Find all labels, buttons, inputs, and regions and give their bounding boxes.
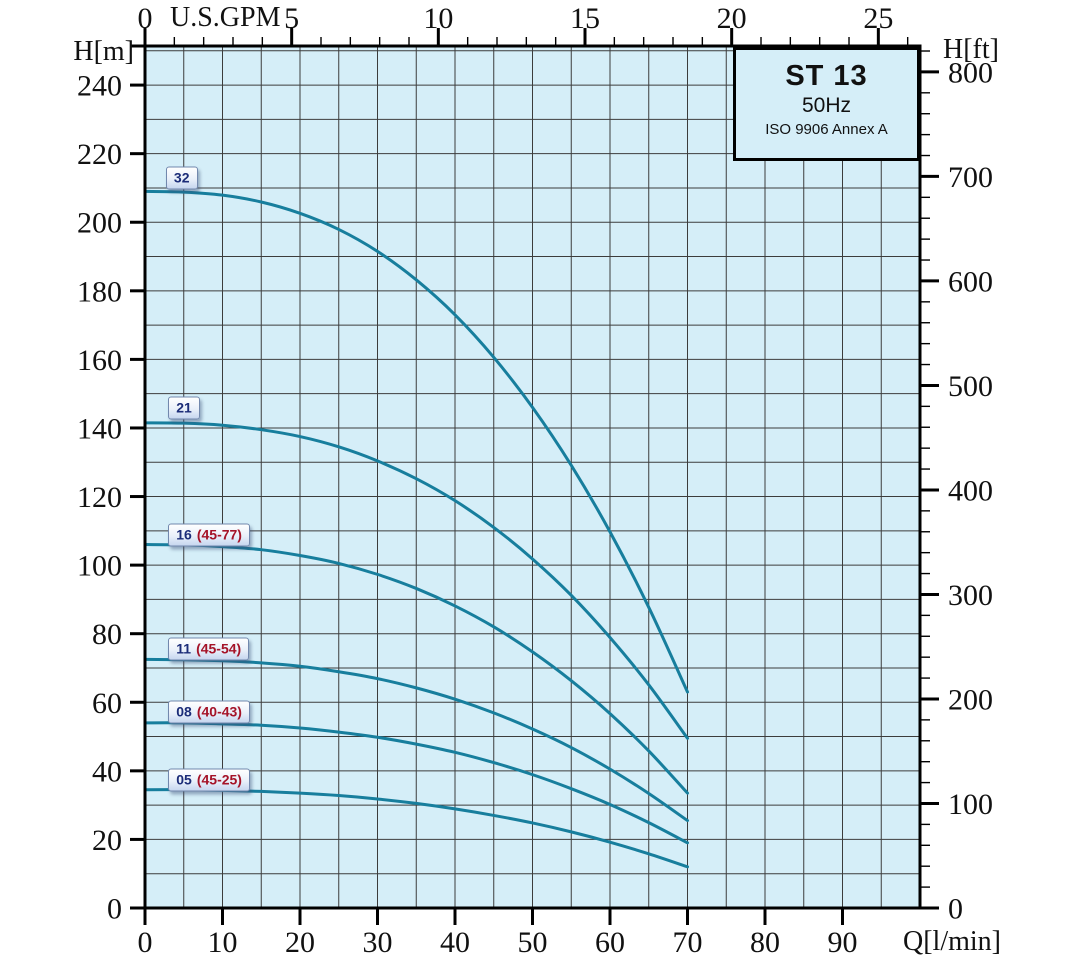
left-axis-tick-label: 100 bbox=[77, 550, 122, 583]
top-axis-tick-label: 15 bbox=[570, 2, 600, 35]
bottom-axis-unit-label: Q[l/min] bbox=[903, 926, 1001, 957]
bottom-axis-tick-label: 70 bbox=[673, 926, 703, 959]
bottom-axis-tick-label: 30 bbox=[363, 926, 393, 959]
bottom-axis-tick-label: 50 bbox=[518, 926, 548, 959]
left-axis-tick-label: 220 bbox=[77, 138, 122, 171]
left-axis-tick-label: 120 bbox=[77, 481, 122, 514]
left-axis-tick-label: 200 bbox=[77, 207, 122, 240]
curve-label-model: 16 bbox=[176, 526, 192, 543]
left-axis-tick-label: 0 bbox=[107, 893, 122, 926]
top-axis-tick-label: 5 bbox=[284, 2, 299, 35]
frequency-label: 50Hz bbox=[801, 94, 852, 117]
curve-label-model: 32 bbox=[173, 169, 190, 186]
left-axis-tick-label: 140 bbox=[77, 412, 122, 445]
top-axis-tick-label: 20 bbox=[717, 2, 747, 35]
right-axis-tick-label: 600 bbox=[948, 265, 993, 298]
left-axis-unit-label: H[m] bbox=[73, 36, 134, 67]
left-axis-tick-label: 160 bbox=[77, 344, 122, 377]
curve-label-21: 21 bbox=[168, 396, 200, 420]
bottom-axis-tick-label: 80 bbox=[750, 926, 780, 959]
right-axis-tick-label: 200 bbox=[948, 683, 993, 716]
left-axis-tick-label: 240 bbox=[77, 70, 122, 103]
curve-16 bbox=[143, 543, 689, 795]
left-axis-tick-label: 180 bbox=[77, 275, 122, 308]
pump-model-title: ST 13 bbox=[785, 60, 868, 92]
right-axis-tick-label: 100 bbox=[948, 788, 993, 821]
left-axis-tick-label: 20 bbox=[92, 824, 122, 857]
curve-32 bbox=[143, 189, 689, 694]
top-axis-tick-label: 0 bbox=[138, 2, 153, 35]
bottom-axis-tick-label: 10 bbox=[208, 926, 238, 959]
bottom-axis-tick-label: 0 bbox=[138, 926, 153, 959]
bottom-axis-tick-label: 90 bbox=[828, 926, 858, 959]
bottom-axis-tick-label: 20 bbox=[285, 926, 315, 959]
right-axis-unit-label: H[ft] bbox=[943, 34, 999, 65]
right-axis-tick-label: 700 bbox=[948, 161, 993, 194]
top-axis-unit-label: U.S.GPM bbox=[170, 2, 281, 33]
curve-label-range: (40-43) bbox=[196, 703, 242, 720]
curve-label-32: 32 bbox=[165, 166, 198, 190]
right-axis-tick-label: 400 bbox=[948, 474, 993, 507]
standard-label: ISO 9906 Annex A bbox=[765, 121, 888, 138]
curve-label-model: 05 bbox=[176, 771, 192, 788]
left-axis-tick-label: 60 bbox=[92, 687, 122, 720]
bottom-axis-tick-label: 60 bbox=[595, 926, 625, 959]
curve-label-model: 08 bbox=[176, 703, 192, 720]
title-box: ST 13 50Hz ISO 9906 Annex A bbox=[733, 47, 920, 161]
curve-label-16: 16 (45-77) bbox=[168, 523, 250, 547]
left-axis-tick-label: 80 bbox=[92, 618, 122, 651]
curve-label-11: 11 (45-54) bbox=[168, 637, 250, 661]
curve-08 bbox=[143, 721, 689, 845]
top-axis-tick-label: 25 bbox=[863, 2, 893, 35]
bottom-axis-tick-label: 40 bbox=[440, 926, 470, 959]
curve-label-range: (45-77) bbox=[196, 526, 242, 543]
curve-11 bbox=[143, 657, 689, 823]
right-axis-tick-label: 0 bbox=[948, 893, 963, 926]
curve-label-model: 11 bbox=[176, 640, 192, 657]
right-axis-tick-label: 300 bbox=[948, 579, 993, 612]
curve-label-05: 05 (45-25) bbox=[168, 768, 250, 792]
left-axis-tick-label: 40 bbox=[92, 755, 122, 788]
curve-label-model: 21 bbox=[176, 399, 192, 416]
curve-label-range: (45-25) bbox=[196, 771, 242, 788]
top-axis-tick-label: 10 bbox=[423, 2, 453, 35]
curve-label-range: (45-54) bbox=[196, 640, 242, 657]
curve-21 bbox=[143, 421, 689, 740]
curve-label-08: 08 (40-43) bbox=[168, 700, 250, 724]
right-axis-tick-label: 800 bbox=[948, 56, 993, 89]
right-axis-tick-label: 500 bbox=[948, 370, 993, 403]
